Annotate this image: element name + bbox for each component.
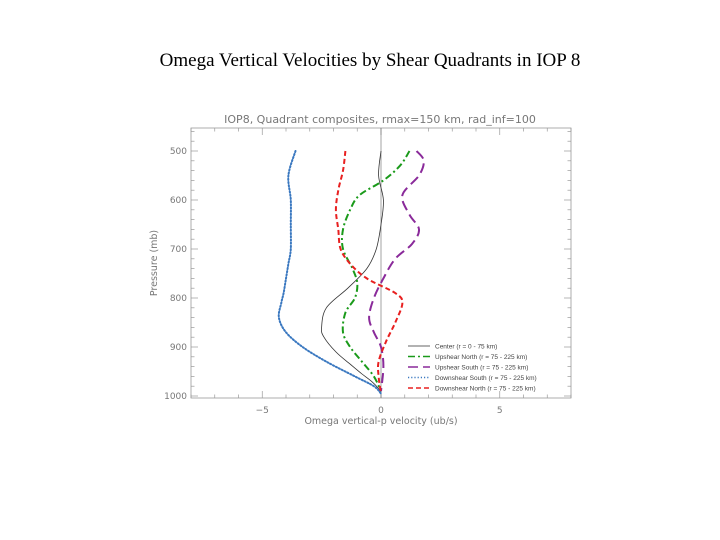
- legend-label-2: Upshear North (r = 75 - 225 km): [435, 354, 527, 361]
- series-line-5: [334, 150, 404, 394]
- legend-label-5: Downshear North (r = 75 - 225 km): [435, 385, 536, 392]
- series-line-1: [321, 150, 384, 394]
- plot-title: IOP8, Quadrant composites, rmax=150 km, …: [224, 113, 536, 126]
- y-tick-label: 500: [170, 147, 187, 157]
- x-tick-label: 0: [378, 406, 384, 416]
- series-layer: [277, 150, 425, 395]
- legend-label-4: Downshear South (r = 75 - 225 km): [435, 375, 537, 382]
- series-line-2: [340, 150, 411, 392]
- legend-label-1: Center (r = 0 - 75 km): [435, 343, 497, 350]
- x-tick-label: −5: [256, 406, 269, 416]
- legend: Center (r = 0 - 75 km) Upshear North (r =…: [408, 343, 537, 392]
- axis-ticks: −5 0 5 500 600 700 800 900 1000: [164, 128, 572, 416]
- y-tick-label: 800: [170, 294, 187, 304]
- y-tick-label: 900: [170, 343, 187, 353]
- slide-title: Omega Vertical Velocities by Shear Quadr…: [159, 50, 581, 71]
- x-axis-title: Omega vertical-p velocity (ub/s): [304, 416, 457, 427]
- series-line-4: [277, 150, 382, 395]
- series-line-3: [368, 150, 425, 392]
- y-tick-label: 1000: [164, 392, 187, 402]
- legend-label-3: Upshear South (r = 75 - 225 km): [435, 364, 528, 371]
- x-tick-label: 5: [497, 406, 503, 416]
- y-tick-label: 600: [170, 196, 187, 206]
- y-axis-title: Pressure (mb): [149, 230, 160, 296]
- y-tick-label: 700: [170, 245, 187, 255]
